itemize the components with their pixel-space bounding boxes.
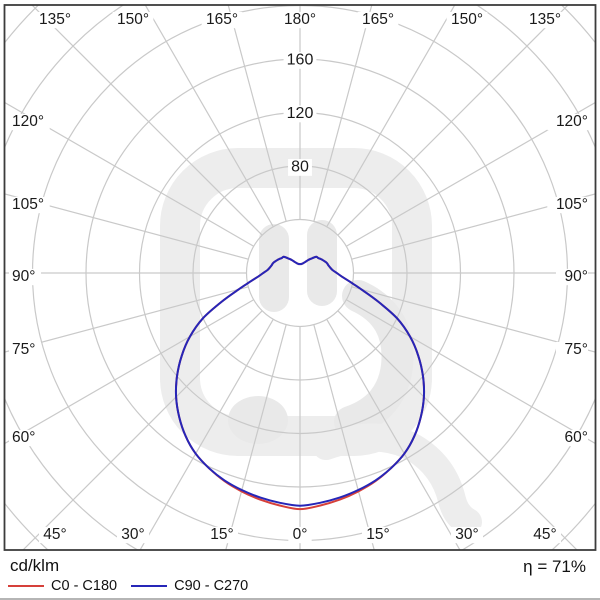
angle-label-top: 180° xyxy=(284,11,316,28)
grid-spoke xyxy=(5,299,254,445)
grid-spoke xyxy=(227,5,287,222)
angle-label-bottom: 30° xyxy=(121,526,144,543)
angle-label-left: 60° xyxy=(12,429,35,446)
label-halo xyxy=(555,429,588,447)
label-halo xyxy=(38,526,72,544)
angle-label-right: 105° xyxy=(556,196,588,213)
efficiency-label: η = 71% xyxy=(523,557,586,576)
angle-label-right: 60° xyxy=(565,429,588,446)
legend-label-c0-c180: C0 - C180 xyxy=(51,578,118,594)
label-halo xyxy=(112,11,154,29)
label-halo xyxy=(288,526,312,544)
label-halo xyxy=(34,11,76,29)
angle-label-right: 90° xyxy=(565,268,588,285)
curve-c90-c270 xyxy=(174,255,426,507)
grid-spoke xyxy=(346,101,595,247)
angle-label-top: 135° xyxy=(529,11,561,28)
angle-label-bottom: 0° xyxy=(293,526,308,543)
label-halo xyxy=(9,268,42,286)
angle-label-top: 135° xyxy=(39,11,71,28)
angle-label-top: 165° xyxy=(206,11,238,28)
angle-label-bottom: 45° xyxy=(43,526,66,543)
label-halo xyxy=(555,268,588,286)
label-halo xyxy=(446,11,488,29)
angle-label-left: 120° xyxy=(12,113,44,130)
label-halo xyxy=(205,526,239,544)
grid-spoke xyxy=(225,324,287,550)
angle-label-left: 105° xyxy=(12,196,44,213)
legend-label-c90-c270: C90 - C270 xyxy=(174,578,249,594)
radial-label: 160 xyxy=(287,52,314,69)
angle-label-top: 150° xyxy=(451,11,483,28)
label-halo xyxy=(283,105,317,123)
grid-spoke xyxy=(313,5,373,222)
grid-spoke xyxy=(337,310,578,550)
page-edge-line xyxy=(0,598,600,600)
label-halo xyxy=(524,11,566,29)
label-halo xyxy=(555,341,588,359)
grid-spoke xyxy=(346,299,595,445)
label-halo xyxy=(528,526,562,544)
angle-label-bottom: 30° xyxy=(455,526,478,543)
label-halo xyxy=(9,196,50,214)
label-halo xyxy=(116,526,150,544)
label-halo xyxy=(279,11,321,29)
grid-spoke xyxy=(5,286,249,353)
label-halo xyxy=(547,196,588,214)
plot-border xyxy=(3,4,597,551)
grid-spoke xyxy=(351,286,595,353)
angle-label-left: 90° xyxy=(12,268,35,285)
angle-label-bottom: 15° xyxy=(210,526,233,543)
angle-label-right: 120° xyxy=(556,113,588,130)
label-halo xyxy=(201,11,243,29)
radial-label: 120 xyxy=(287,105,314,122)
grid-spoke xyxy=(326,5,456,227)
radial-label: 80 xyxy=(291,159,309,176)
grid-spoke xyxy=(144,5,274,227)
grid-spoke xyxy=(139,319,274,550)
angle-label-bottom: 15° xyxy=(366,526,389,543)
angle-label-top: 165° xyxy=(362,11,394,28)
legend: C0 - C180 C90 - C270 xyxy=(8,578,262,594)
label-halo xyxy=(9,113,50,131)
intensity-curves xyxy=(174,255,426,511)
axis-labels: 80 120 160 135° 150° 165° 180° 165° 150° 135° 45° 3… xyxy=(9,11,588,544)
legend-swatch-c0-c180-line xyxy=(8,584,44,588)
legend-swatch-c90-c270-line xyxy=(131,584,168,588)
grid-spoke xyxy=(22,310,263,550)
label-halo xyxy=(357,11,399,29)
angle-label-right: 75° xyxy=(565,341,588,358)
angle-label-top: 150° xyxy=(117,11,149,28)
grid-spoke xyxy=(5,193,249,260)
angle-label-bottom: 45° xyxy=(533,526,556,543)
label-halo xyxy=(283,52,317,69)
label-halo xyxy=(547,113,588,131)
label-halo xyxy=(361,526,395,544)
grid-spoke xyxy=(313,324,375,550)
angle-label-left: 75° xyxy=(12,341,35,358)
label-halo xyxy=(288,159,312,176)
label-halo xyxy=(450,526,484,544)
grid-spoke xyxy=(5,101,254,247)
grid-spoke xyxy=(326,319,461,550)
label-halo xyxy=(9,341,42,359)
grid-spoke xyxy=(337,5,569,236)
grid-spoke xyxy=(31,5,263,236)
label-halo xyxy=(9,429,42,447)
unit-label: cd/klm xyxy=(10,556,60,575)
grid-spoke xyxy=(351,193,595,260)
